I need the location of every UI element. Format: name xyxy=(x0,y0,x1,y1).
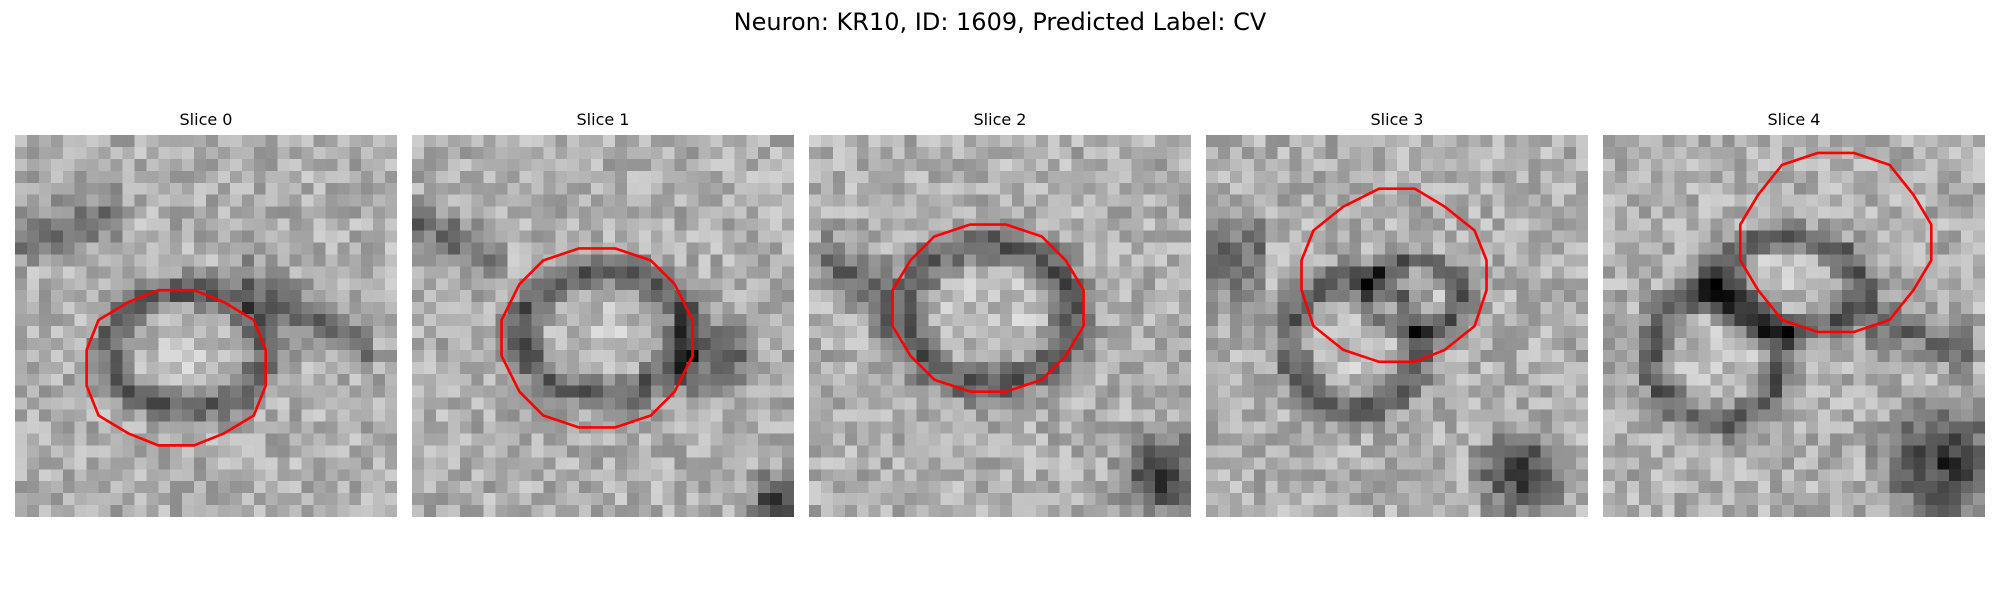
em-crop-image xyxy=(1206,135,1588,517)
vesicle-contour xyxy=(1300,187,1488,364)
slice-image xyxy=(412,135,794,517)
em-crop-image xyxy=(15,135,397,517)
slice-image xyxy=(15,135,397,517)
slice-title: Slice 0 xyxy=(179,110,233,129)
slice-title: Slice 3 xyxy=(1370,110,1424,129)
em-crop-image xyxy=(412,135,794,517)
em-crop-image xyxy=(1603,135,1985,517)
vesicle-contour xyxy=(85,288,268,447)
vesicle-contour xyxy=(1738,151,1933,334)
vesicle-contour xyxy=(891,223,1085,393)
slice-image xyxy=(1603,135,1985,517)
slice-image xyxy=(1206,135,1588,517)
figure-title: Neuron: KR10, ID: 1609, Predicted Label:… xyxy=(733,8,1267,36)
slice-title: Slice 1 xyxy=(576,110,630,129)
slice-title: Slice 4 xyxy=(1767,110,1821,129)
slice-image xyxy=(809,135,1191,517)
vesicle-contour xyxy=(500,247,694,429)
em-crop-image xyxy=(809,135,1191,517)
slice-title: Slice 2 xyxy=(973,110,1027,129)
